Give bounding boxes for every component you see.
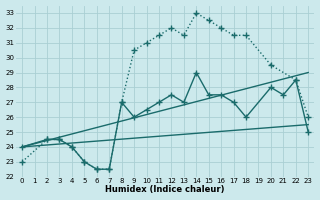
X-axis label: Humidex (Indice chaleur): Humidex (Indice chaleur): [106, 185, 225, 194]
